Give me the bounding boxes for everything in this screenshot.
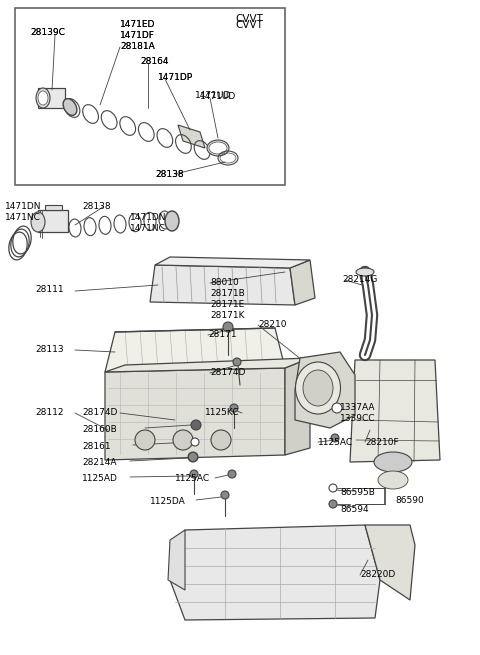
Text: 28171E: 28171E xyxy=(210,300,244,309)
Text: 1471DP: 1471DP xyxy=(158,73,193,82)
Ellipse shape xyxy=(378,471,408,489)
Ellipse shape xyxy=(374,452,412,472)
Circle shape xyxy=(191,438,199,446)
Text: 1471UD: 1471UD xyxy=(195,91,231,100)
Polygon shape xyxy=(168,530,185,590)
Ellipse shape xyxy=(303,370,333,406)
Text: 1125AC: 1125AC xyxy=(318,438,353,447)
Circle shape xyxy=(135,430,155,450)
Circle shape xyxy=(188,452,198,462)
Polygon shape xyxy=(38,88,65,108)
Circle shape xyxy=(233,358,241,366)
Text: 28181A: 28181A xyxy=(120,42,155,51)
Circle shape xyxy=(332,403,342,413)
Polygon shape xyxy=(365,525,415,600)
Text: 1471ED: 1471ED xyxy=(120,20,156,29)
Text: 28174D: 28174D xyxy=(210,368,245,377)
Text: 1125AD: 1125AD xyxy=(82,474,118,483)
Polygon shape xyxy=(285,358,310,455)
Text: 28210: 28210 xyxy=(258,320,287,329)
Text: 28138: 28138 xyxy=(155,170,184,179)
Text: 1471NC: 1471NC xyxy=(5,213,41,222)
Text: 1471ED: 1471ED xyxy=(120,20,156,29)
Text: 88010: 88010 xyxy=(210,278,239,287)
Circle shape xyxy=(329,500,337,508)
Text: 28214A: 28214A xyxy=(82,458,117,467)
Text: 1125DA: 1125DA xyxy=(150,497,186,506)
Ellipse shape xyxy=(63,99,77,115)
Text: 28164: 28164 xyxy=(140,57,168,66)
Ellipse shape xyxy=(356,268,374,276)
Circle shape xyxy=(329,484,337,492)
Text: 1125KC: 1125KC xyxy=(205,408,240,417)
Polygon shape xyxy=(150,265,295,305)
Polygon shape xyxy=(290,260,315,305)
Text: 86590: 86590 xyxy=(395,496,424,505)
Polygon shape xyxy=(38,210,68,232)
Text: 28139C: 28139C xyxy=(30,28,65,37)
Text: 28181A: 28181A xyxy=(120,42,155,51)
Polygon shape xyxy=(105,358,310,372)
Bar xyxy=(15,8,285,185)
Text: CVVT: CVVT xyxy=(235,20,263,30)
Text: 1125AC: 1125AC xyxy=(175,474,210,483)
Ellipse shape xyxy=(36,88,50,108)
Text: 1471DN: 1471DN xyxy=(5,202,41,211)
Text: 28164: 28164 xyxy=(140,57,168,66)
Text: 28138: 28138 xyxy=(82,202,110,211)
Text: 1471NC: 1471NC xyxy=(130,224,166,233)
Ellipse shape xyxy=(209,142,227,154)
Ellipse shape xyxy=(165,211,179,231)
Text: 86595B: 86595B xyxy=(340,488,375,497)
Polygon shape xyxy=(105,368,285,460)
Text: 28138: 28138 xyxy=(155,170,184,179)
Text: 1337AA: 1337AA xyxy=(340,403,375,412)
Ellipse shape xyxy=(296,362,340,414)
Text: 28171: 28171 xyxy=(208,330,237,339)
Text: 28160B: 28160B xyxy=(82,425,117,434)
Circle shape xyxy=(331,434,339,442)
Polygon shape xyxy=(105,328,285,372)
Ellipse shape xyxy=(38,91,48,105)
Text: 1471DF: 1471DF xyxy=(120,31,155,40)
Circle shape xyxy=(230,404,238,412)
Circle shape xyxy=(228,470,236,478)
Circle shape xyxy=(221,491,229,499)
Circle shape xyxy=(211,430,231,450)
Circle shape xyxy=(190,470,198,478)
Text: 1471DF: 1471DF xyxy=(120,31,155,40)
Text: 1471DP: 1471DP xyxy=(158,73,193,82)
Polygon shape xyxy=(178,125,205,148)
Text: 28111: 28111 xyxy=(35,285,64,294)
Text: 28174D: 28174D xyxy=(82,408,118,417)
Text: 28220D: 28220D xyxy=(360,570,395,579)
Polygon shape xyxy=(170,525,380,620)
Text: 28214G: 28214G xyxy=(342,275,377,284)
Text: 28112: 28112 xyxy=(35,408,63,417)
Polygon shape xyxy=(295,352,355,428)
Text: 86594: 86594 xyxy=(340,505,369,514)
Text: 1471UD: 1471UD xyxy=(200,92,236,101)
Text: 28171B: 28171B xyxy=(210,289,245,298)
Text: 28113: 28113 xyxy=(35,345,64,354)
Text: 28210F: 28210F xyxy=(365,438,398,447)
Ellipse shape xyxy=(31,212,45,232)
Polygon shape xyxy=(45,205,62,210)
Text: 1339CC: 1339CC xyxy=(340,414,375,423)
Polygon shape xyxy=(350,360,440,462)
Circle shape xyxy=(191,420,201,430)
Text: 1471DN: 1471DN xyxy=(130,213,167,222)
Text: 28171K: 28171K xyxy=(210,311,244,320)
Text: 28161: 28161 xyxy=(82,442,110,451)
Text: CVVT: CVVT xyxy=(235,14,263,24)
Text: 28139C: 28139C xyxy=(30,28,65,37)
Polygon shape xyxy=(155,257,310,268)
Circle shape xyxy=(173,430,193,450)
Circle shape xyxy=(223,322,233,332)
Ellipse shape xyxy=(207,140,229,156)
